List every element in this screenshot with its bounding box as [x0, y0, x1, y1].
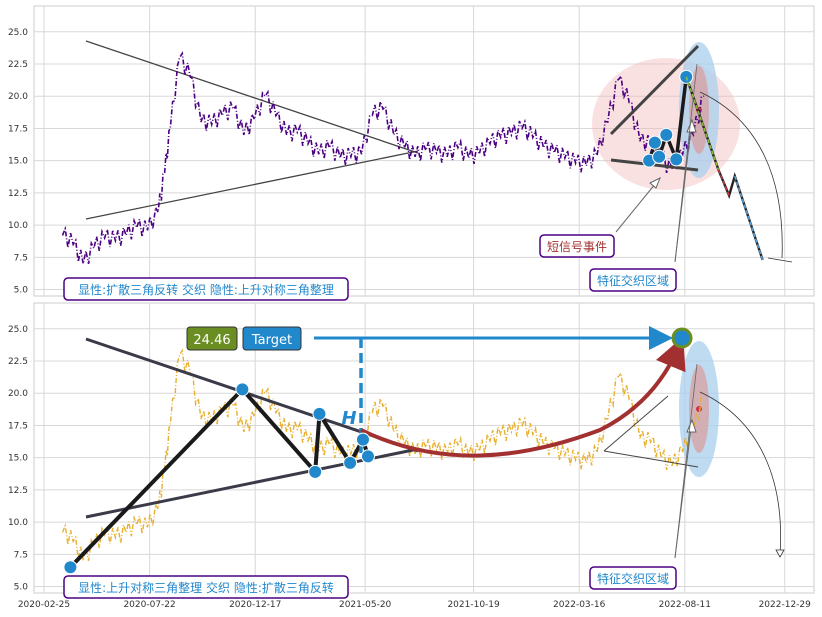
y-tick-label: 7.5: [14, 253, 28, 263]
projection-segment: [734, 175, 764, 261]
target-label: Target: [251, 333, 292, 348]
x-tick-label: 2022-08-11: [659, 600, 711, 610]
pattern-point: [669, 152, 684, 167]
top-panel: 5.0 7.5 10.0 12.5 15.0 17.5 20.0 22.5 25.0 短信号事件…: [8, 5, 815, 301]
y-tick-label: 5.0: [14, 286, 29, 296]
y-tick-label: 15.0: [8, 454, 28, 464]
short-signal-arrow-head: [649, 176, 661, 189]
y-tick-label: 25.0: [8, 28, 28, 38]
short-signal-label: 短信号事件: [547, 240, 607, 254]
bottom-right-pattern-lower: [603, 450, 699, 468]
bottom-y-ticks: 5.0 7.5 10.0 12.5 15.0 17.5 20.0 22.5 25.0: [8, 325, 28, 593]
x-tick-label: 2020-07-22: [123, 600, 175, 610]
y-tick-label: 12.5: [8, 189, 28, 199]
upper-trend-line: [85, 40, 419, 154]
bottom-panel: 5.0 7.5 10.0 12.5 15.0 17.5 20.0 22.5 25.0 2020-…: [8, 302, 815, 610]
top-feature-zone-box: [589, 268, 677, 292]
pattern-point: [652, 149, 667, 164]
x-tick-label: 2020-02-25: [18, 600, 70, 610]
bottom-feature-zone-label: 特征交织区域: [597, 571, 669, 586]
bottom-right-pattern-upper: [603, 395, 669, 452]
top-y-ticks: 5.0 7.5 10.0 12.5 15.0 17.5 20.0 22.5 25.0: [8, 28, 28, 296]
bottom-feature-zone-arrow-2: [674, 363, 698, 559]
bottom-pattern-label: 显性:上升对称三角整理 交织 隐性:扩散三角反转: [78, 580, 334, 595]
y-tick-label: 22.5: [8, 357, 28, 367]
y-tick-label: 10.0: [8, 221, 28, 231]
x-tick-label: 2022-03-16: [553, 600, 606, 610]
bottom-x-ticks: 2020-02-25 2020-07-22 2020-12-17 2021-05-20…: [18, 600, 811, 610]
x-tick-label: 2020-12-17: [229, 600, 281, 610]
projection-segment: [717, 169, 730, 196]
y-tick-label: 20.0: [8, 389, 28, 399]
y-tick-label: 17.5: [8, 421, 28, 431]
bottom-curve-arrow-head: [775, 549, 785, 558]
pattern-point: [235, 382, 250, 397]
top-end-tick: [767, 257, 793, 263]
pattern-point: [312, 406, 327, 421]
short-signal-box: [539, 234, 615, 258]
y-tick-label: 7.5: [14, 550, 28, 560]
y-tick-label: 5.0: [14, 583, 29, 593]
bottom-price-series: [61, 348, 705, 561]
height-label: H: [341, 408, 356, 429]
projection-line: [685, 76, 764, 261]
short-signal-arrow: [615, 177, 661, 233]
pattern-point: [659, 127, 674, 142]
y-tick-label: 20.0: [8, 92, 28, 102]
target-label-badge: [242, 326, 302, 351]
pattern-point: [343, 455, 358, 470]
breakout-curve: [360, 336, 686, 458]
target-point: [671, 327, 693, 349]
pattern-upper-edge: [609, 44, 700, 136]
bottom-feature-zone-box: [589, 566, 677, 590]
x-tick-label: 2022-12-29: [759, 600, 812, 610]
target-value: 24.46: [193, 333, 230, 348]
target-value-badge: [186, 326, 238, 351]
top-pattern-label-box: [63, 277, 349, 301]
top-feature-zone-label: 特征交织区域: [597, 273, 669, 288]
bottom-pattern-markers: [63, 382, 375, 575]
y-tick-label: 10.0: [8, 518, 28, 528]
projection-segment: [685, 76, 720, 170]
top-price-series: [61, 51, 705, 264]
feature-zone-arrow-head: [686, 118, 697, 133]
pattern-point: [647, 135, 662, 150]
y-tick-label: 15.0: [8, 157, 28, 167]
y-tick-label: 25.0: [8, 325, 28, 335]
x-tick-label: 2021-05-20: [339, 600, 392, 610]
bottom-feature-zone-curve: [699, 391, 781, 556]
pattern-point: [308, 464, 323, 479]
pattern-point: [360, 449, 375, 464]
top-pattern-label: 显性:扩散三角反转 交织 隐性:上升对称三角整理: [78, 282, 334, 297]
y-tick-label: 17.5: [8, 124, 28, 134]
feature-zone-curve: [699, 91, 783, 259]
pattern-point: [355, 432, 370, 447]
top-pattern-markers: [642, 69, 764, 261]
pattern-point: [63, 560, 78, 575]
x-tick-label: 2021-10-19: [447, 600, 500, 610]
bottom-pattern-label-box: [63, 575, 349, 599]
lower-trend-line: [85, 150, 419, 220]
y-tick-label: 22.5: [8, 60, 28, 70]
y-tick-label: 12.5: [8, 486, 28, 496]
